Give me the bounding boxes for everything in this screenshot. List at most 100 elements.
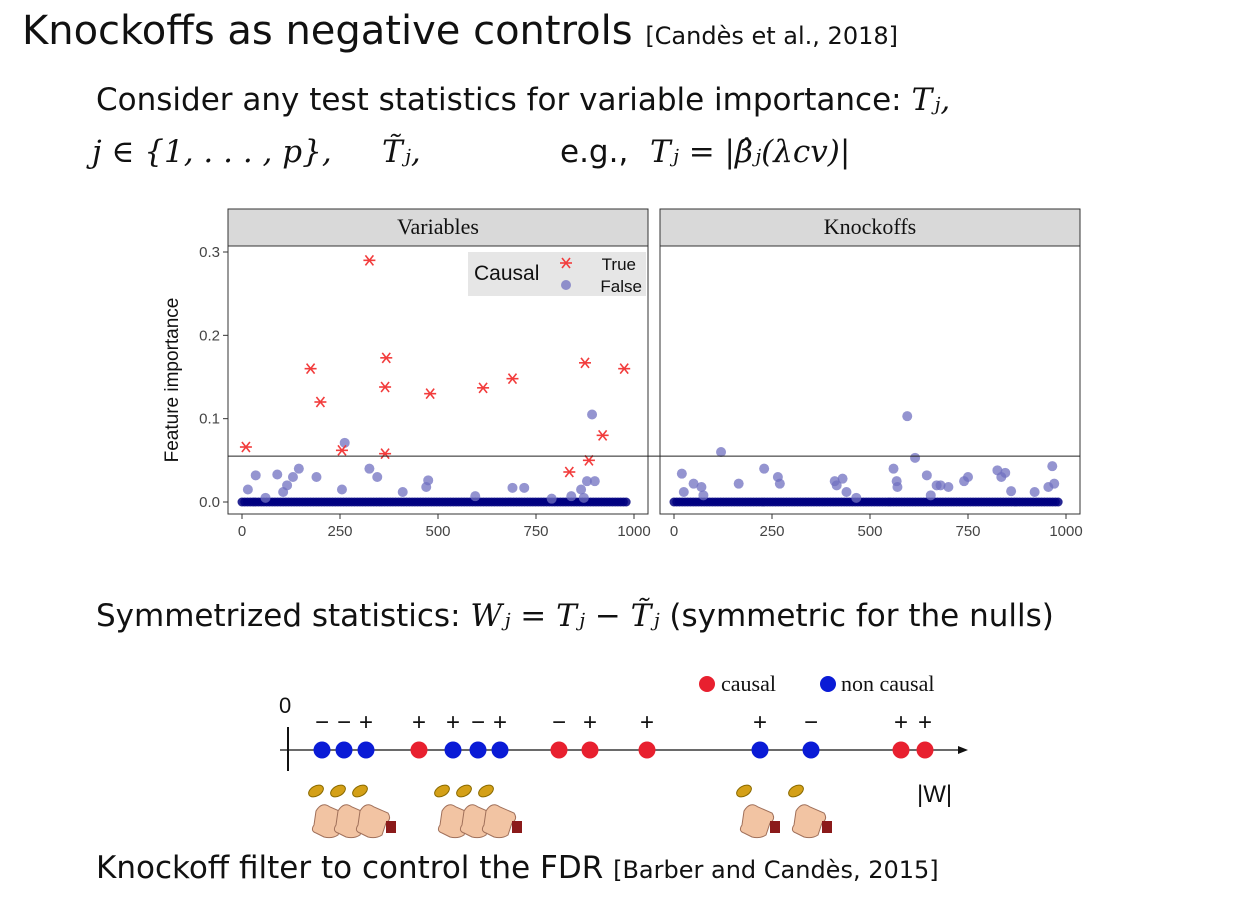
axis-label: |W| — [917, 781, 952, 808]
sign-label: − — [804, 709, 818, 736]
star-stroke — [241, 441, 251, 453]
zero-label: 0 — [279, 693, 291, 718]
noncausal-point — [841, 487, 852, 497]
noncausal-point — [491, 741, 509, 759]
hand-icon — [739, 804, 775, 839]
noncausal-point — [578, 492, 589, 503]
causal-point — [563, 466, 576, 478]
causal-point — [239, 441, 252, 453]
noncausal-point — [372, 472, 383, 482]
noncausal-point — [696, 482, 707, 492]
causal-point — [314, 396, 327, 408]
footer-citation: [Barber and Candès, 2015] — [613, 856, 939, 884]
panel-strip — [659, 208, 1081, 247]
noncausal-point — [293, 463, 304, 474]
noncausal-point — [678, 487, 689, 497]
noncausal-point — [774, 478, 785, 489]
noncausal-point — [546, 493, 557, 504]
noncausal-point — [925, 490, 936, 501]
legend-dot — [561, 280, 571, 290]
noncausal-point — [759, 463, 770, 474]
star-stroke — [619, 363, 629, 375]
star-stroke — [425, 388, 435, 400]
zero-band-points — [669, 497, 1063, 507]
noncausal-point — [397, 487, 408, 497]
coin-icon — [478, 784, 494, 798]
causal-point — [363, 254, 376, 266]
coin-flip-icon — [434, 784, 522, 839]
panel-knockoffs: Knockoffs 0 250 500 750 1000 — [659, 208, 1083, 540]
coin-flip-icon — [308, 784, 396, 839]
noncausal-point — [311, 472, 322, 482]
sign-label: + — [446, 709, 460, 736]
slide-title: Knockoffs as negative controls [Candès e… — [22, 8, 898, 54]
noncausal-point — [802, 741, 820, 759]
y-axis-label: Feature importance — [162, 298, 183, 463]
feature-importance-chart: Feature importance Variables 0 250 500 750 100… — [162, 208, 1083, 540]
sign-label: + — [753, 709, 767, 736]
star-stroke — [598, 429, 608, 441]
symmetrized-note: (symmetric for the nulls) — [669, 598, 1054, 634]
star-stroke — [337, 444, 347, 456]
noncausal-point — [837, 473, 848, 484]
coin-icon — [330, 784, 346, 798]
causal-point — [618, 363, 631, 375]
noncausal-point — [587, 409, 598, 420]
symmetrized-text: Symmetrized statistics: — [96, 598, 461, 634]
sign-label: + — [359, 709, 373, 736]
causal-point — [582, 454, 595, 466]
noncausal-point — [444, 741, 462, 759]
causal-point — [380, 352, 393, 364]
legend-false-label: False — [600, 277, 642, 296]
footer-line: Knockoff filter to control the FDR [Barb… — [96, 850, 939, 886]
x-tick-label: 0 — [238, 523, 246, 540]
noncausal-point — [260, 492, 271, 503]
star-stroke — [478, 382, 488, 394]
causal-point — [379, 381, 392, 393]
noncausal-point — [507, 482, 518, 493]
noncausal-point — [902, 411, 913, 422]
sign-label: + — [918, 709, 932, 736]
causal-point — [304, 363, 317, 375]
noncausal-point — [469, 741, 487, 759]
example-math: Tⱼ = |β̂ⱼ(λcv)| — [650, 134, 851, 170]
y-tick-label: 0.1 — [199, 411, 220, 428]
legend-box — [468, 252, 646, 296]
footer-text: Knockoff filter to control the FDR — [96, 850, 604, 886]
legend: Causal True False — [468, 252, 646, 296]
star-stroke — [315, 396, 326, 408]
noncausal-point — [364, 463, 375, 474]
noncausal-point — [921, 470, 932, 481]
causal-point — [410, 741, 428, 759]
noncausal-point — [910, 452, 921, 463]
star-stroke — [564, 466, 574, 478]
star-stroke — [584, 454, 594, 466]
causal-point — [596, 429, 609, 441]
sign-label: + — [894, 709, 908, 736]
star-stroke — [561, 257, 571, 269]
noncausal-point — [851, 492, 862, 503]
x-tick-label: 500 — [857, 523, 882, 540]
sign-label: + — [493, 709, 507, 736]
noncausal-point — [892, 482, 903, 492]
noncausal-point — [733, 478, 744, 489]
causal-point — [579, 357, 591, 369]
coin-icon — [456, 784, 472, 798]
noncausal-point — [831, 480, 842, 491]
y-tick-label: 0.0 — [199, 494, 220, 511]
causal-point — [424, 388, 437, 400]
noncausal-point — [943, 482, 954, 492]
noncausal-point — [357, 741, 375, 759]
sign-label: + — [583, 709, 597, 736]
noncausal-point — [688, 478, 699, 489]
hand-icon — [355, 804, 391, 839]
x-tick-label: 1000 — [1049, 523, 1082, 540]
x-tick-label: 750 — [955, 523, 980, 540]
symmetrized-line: Symmetrized statistics: Wⱼ = Tⱼ − T̃ⱼ (s… — [96, 598, 1054, 634]
noncausal-point — [519, 482, 530, 493]
zero-point — [1053, 497, 1063, 507]
x-tick-label: 250 — [327, 523, 352, 540]
noncausal-point — [335, 741, 353, 759]
causal-point — [638, 741, 656, 759]
panel-variables: Variables 0 250 500 750 1000 0.0 0.1 0.2 0.3 Causa… — [199, 208, 660, 540]
